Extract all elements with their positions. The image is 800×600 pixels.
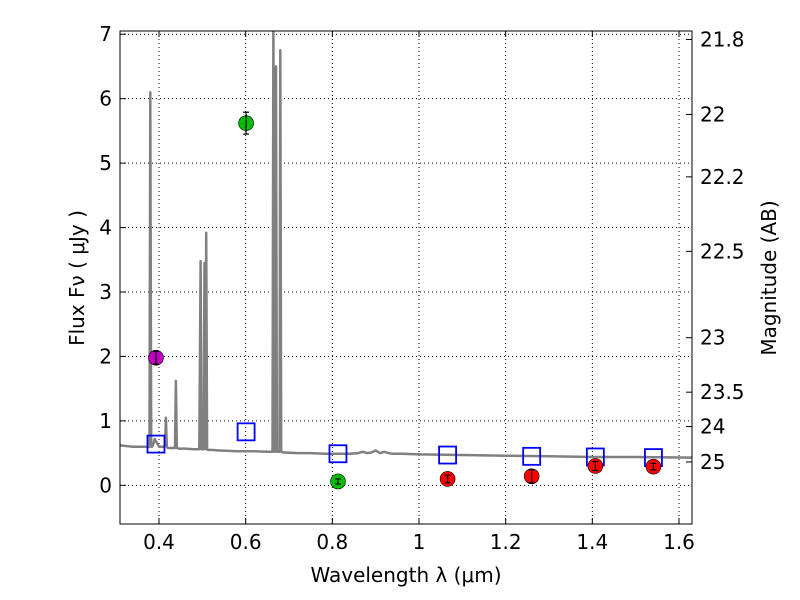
y-tick-label: 3 <box>99 280 112 304</box>
model-photometry-marker <box>328 444 348 464</box>
y-axis-label: Flux Fν ( μJy ) <box>65 210 89 346</box>
y-tick-label: 1 <box>99 409 112 433</box>
spectrum-layer <box>120 31 692 459</box>
model-photometry-marker <box>522 446 542 466</box>
markers-layer <box>146 111 663 490</box>
y-tick-label: 5 <box>99 151 112 175</box>
y-tick-label: 2 <box>99 344 112 368</box>
magnitude-tick-label: 22.5 <box>700 239 745 263</box>
x-tick-label: 1.6 <box>663 530 695 554</box>
magnitude-tick-label: 23.5 <box>700 380 745 404</box>
y-tick-label: 0 <box>99 473 112 497</box>
x-tick-label: 1.2 <box>490 530 522 554</box>
magnitude-tick-label: 24 <box>700 415 725 439</box>
model-photometry-marker <box>236 422 256 442</box>
x-axis-label: Wavelength λ (μm) <box>310 563 501 587</box>
model-photometry-marker <box>438 445 458 465</box>
spectrum-line <box>120 31 692 459</box>
magnitude-tick-label: 25 <box>700 450 725 474</box>
y-tick-label: 7 <box>99 22 112 46</box>
x-tick-label: 1.4 <box>576 530 608 554</box>
model-photometry-marker <box>146 434 166 454</box>
x-tick-label: 0.6 <box>230 530 262 554</box>
magnitude-tick-label: 22 <box>700 102 725 126</box>
magnitude-tick-label: 21.8 <box>700 27 745 51</box>
magnitude-tick-label: 22.2 <box>700 165 745 189</box>
magnitude-tick-label: 23 <box>700 326 725 350</box>
plot-frame <box>119 30 693 525</box>
x-tick-label: 0.4 <box>143 530 175 554</box>
grid <box>120 31 692 524</box>
y-tick-label: 4 <box>99 216 112 240</box>
y-axis-right-label: Magnitude (AB) <box>757 200 781 355</box>
x-tick-label: 0.8 <box>316 530 348 554</box>
x-tick-label: 1 <box>413 530 426 554</box>
y-tick-label: 6 <box>99 87 112 111</box>
